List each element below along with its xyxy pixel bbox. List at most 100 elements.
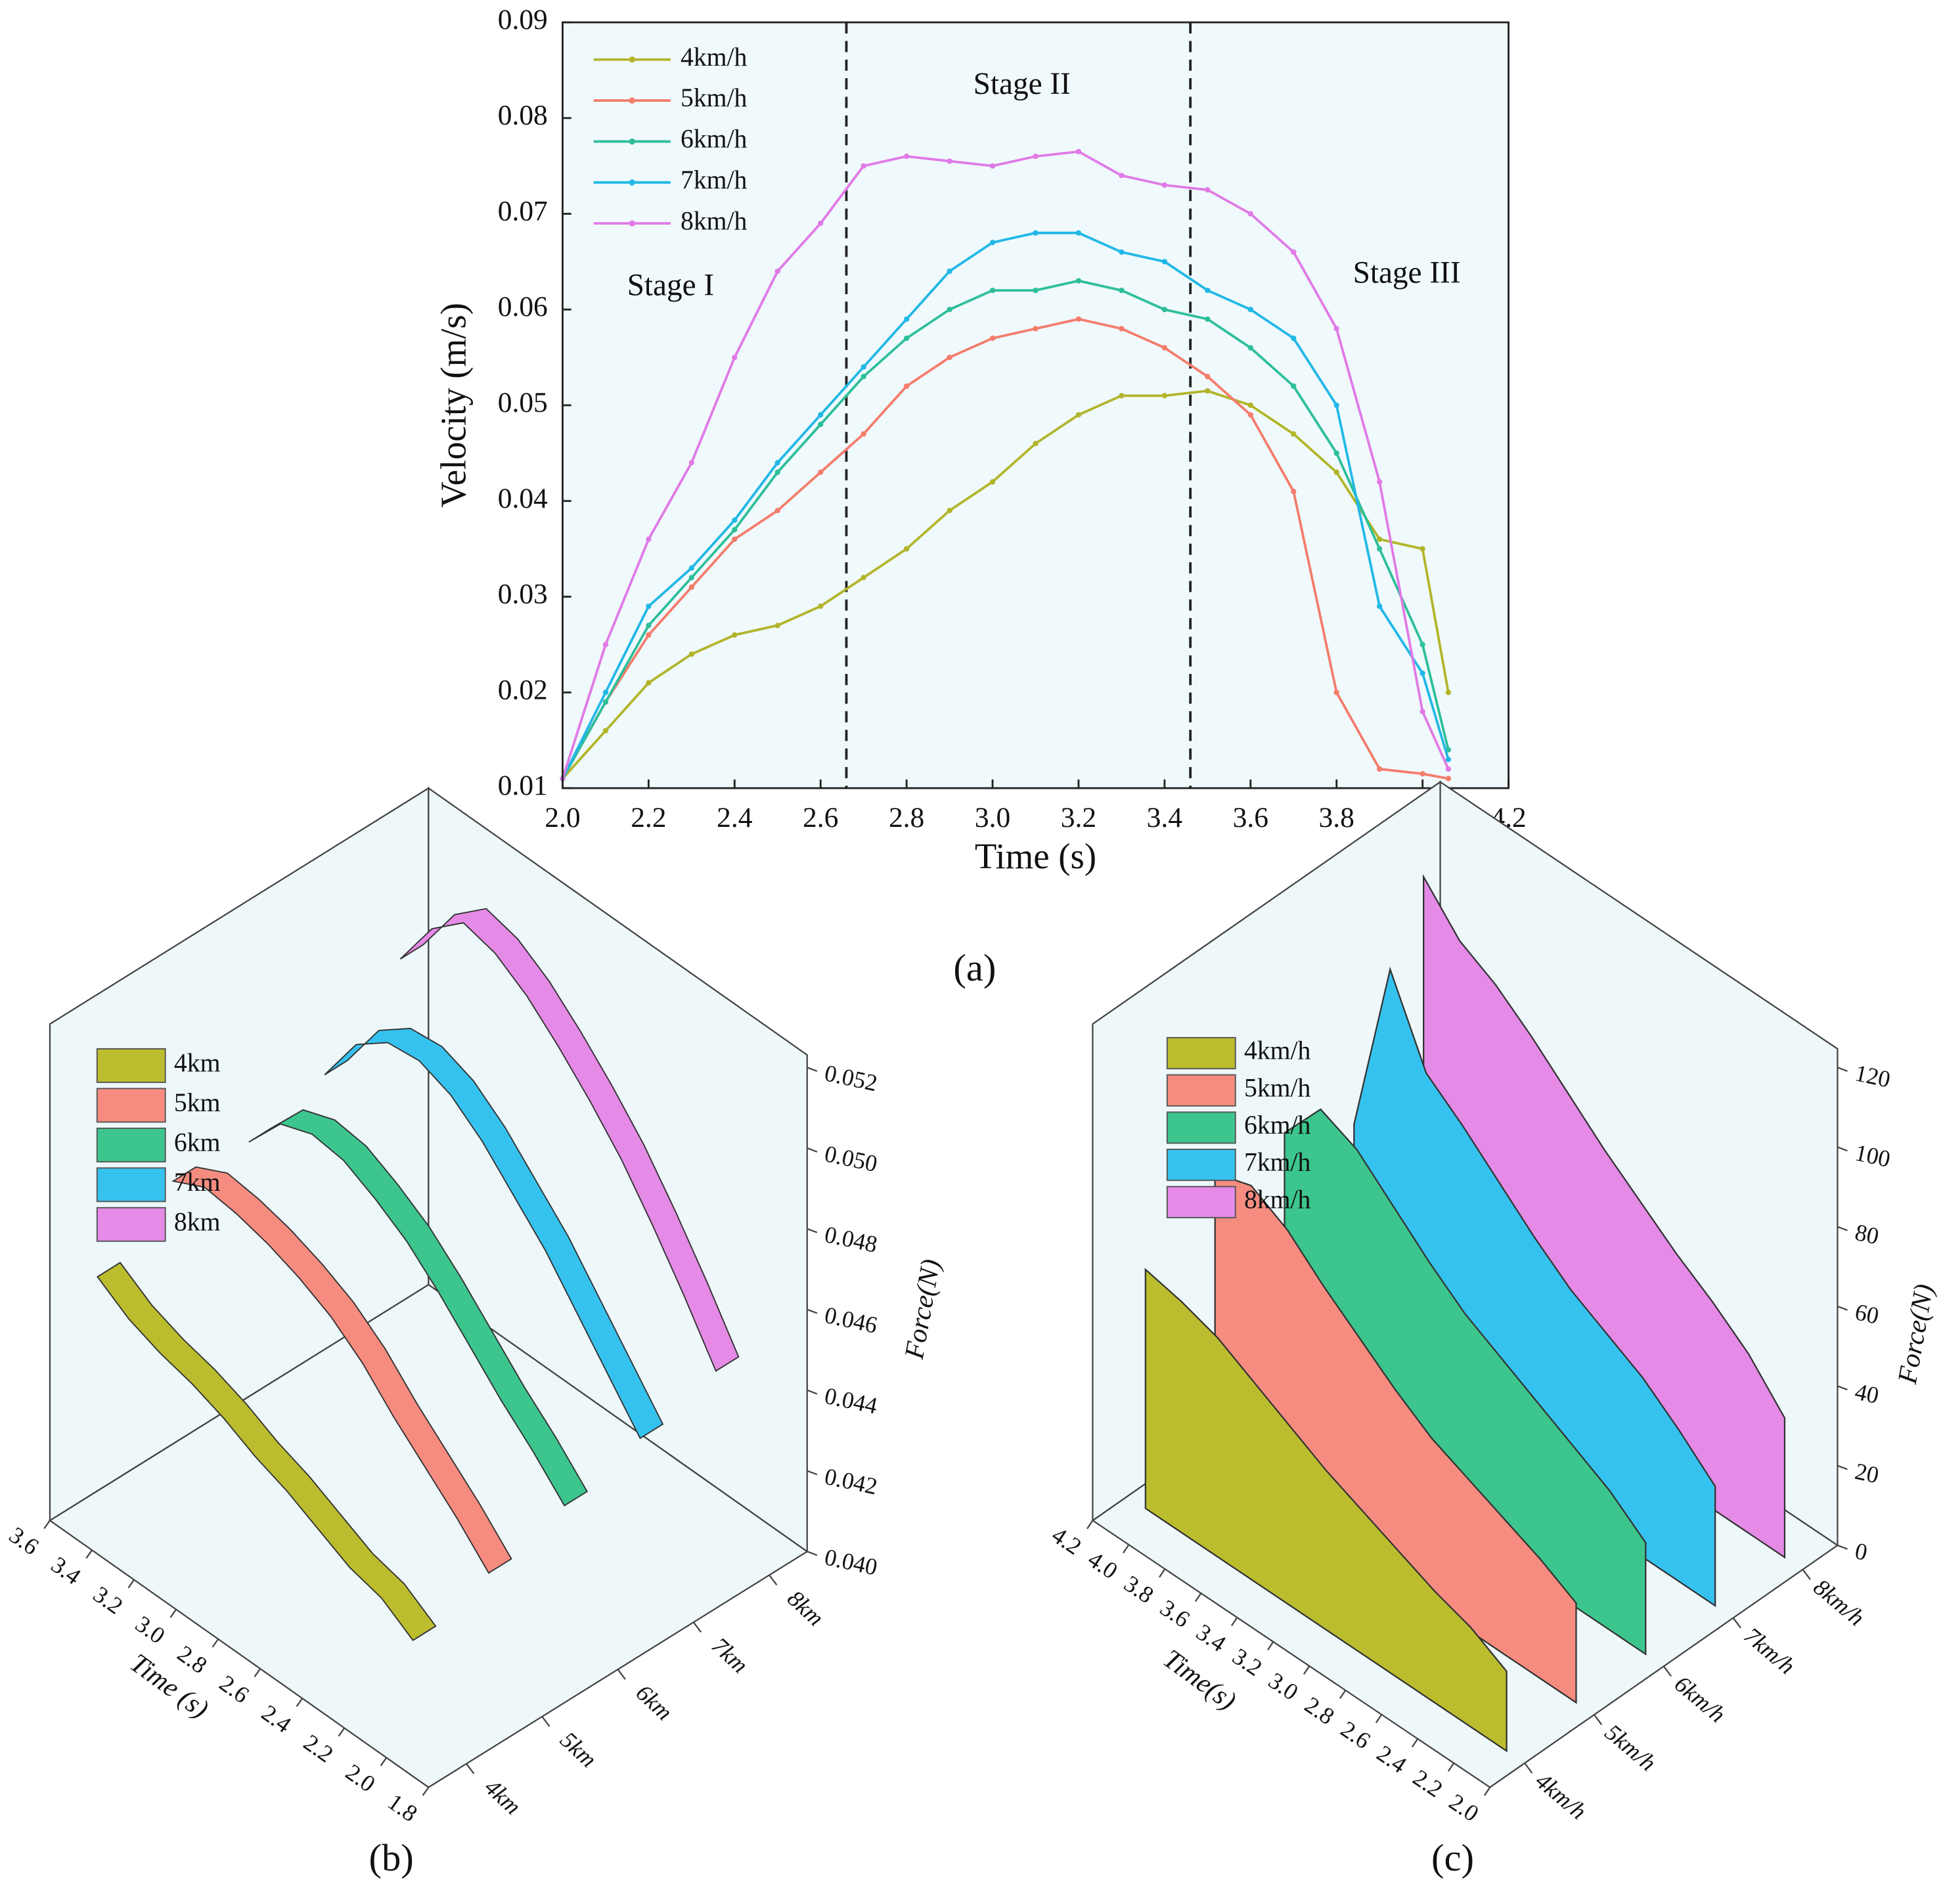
series-point [646,536,652,542]
x-tick-label: 3.2 [1228,1643,1267,1681]
legend-swatch [1166,1074,1236,1107]
x-tick [1123,1544,1130,1554]
y-tick [1837,1067,1848,1072]
legend-swatch [96,1207,166,1242]
y-tick [1837,1146,1848,1152]
series-point [646,680,652,686]
series-point [1291,335,1297,342]
legend-marker [629,220,636,227]
series-point [989,335,996,342]
series-point [1033,230,1039,236]
series-point [1420,670,1425,676]
x-tick-label: 2.8 [1300,1691,1339,1729]
legend-label: 5km/h [681,83,748,112]
x-tick-label: 3.0 [975,802,1010,833]
series-point [1247,345,1253,351]
series-point [818,469,824,476]
y-tick-label: 80 [1852,1219,1881,1250]
x-tick [1159,1568,1166,1578]
category-tick [1802,1569,1811,1580]
series-line [562,389,1450,780]
series-point [1119,287,1125,294]
legend-label: 7km [174,1168,221,1197]
y-tick-label: 0.09 [498,4,548,35]
series-point [1247,412,1253,418]
x-tick-label: 2.6 [215,1670,254,1708]
x-tick-label: 3.6 [5,1522,44,1561]
x-tick-label: 3.2 [1061,802,1096,833]
y-tick-label: 0.07 [498,195,548,227]
series-point [774,508,780,514]
series-point [1161,345,1168,351]
y-tick-label: 0.044 [822,1383,880,1419]
series-point [1119,393,1125,399]
series-line [561,279,1450,780]
legend-label: 4km/h [1244,1036,1311,1065]
series-point [1205,388,1211,394]
x-tick-label: 2.0 [545,802,580,833]
y-tick-label: 0.052 [822,1059,880,1096]
category-label: 7km/h [1739,1622,1800,1679]
series-point [1420,642,1425,648]
series-point [1119,249,1125,255]
category-tick [1732,1617,1741,1629]
x-tick-label: 2.2 [299,1729,338,1768]
y-tick-label: 0.048 [822,1221,880,1258]
series-point [903,316,910,322]
series-point [818,422,824,428]
series-point [903,335,910,342]
x-tick [1230,1617,1238,1626]
y-tick-label: 0.02 [498,674,548,705]
series-point [1445,766,1452,772]
y-tick [1837,1226,1848,1231]
y-tick-label: 0.046 [822,1302,880,1339]
x-tick-label: 3.6 [1155,1595,1195,1633]
series-line [561,317,1449,780]
series-point [989,163,996,169]
series-point [688,651,694,657]
y-tick [807,1389,818,1395]
x-tick [1086,1520,1094,1530]
series-point [818,220,824,227]
x-tick [1447,1762,1455,1772]
x-tick-label: 2.4 [717,802,753,833]
series-point [989,287,996,294]
series-point [602,690,609,696]
series-point [989,240,996,246]
category-label: 8km [782,1585,829,1631]
category-label: 4km/h [1531,1767,1592,1825]
legend-swatch [96,1127,166,1162]
x-tick-label: 3.6 [1233,802,1268,833]
legend-swatch [1166,1149,1236,1182]
y-axis-title: Velocity (m/s) [433,303,473,508]
series-point [688,565,694,571]
caption: (c) [1431,1836,1474,1879]
series-point [1075,278,1082,284]
series-point [861,364,866,370]
x-tick-label: 2.4 [257,1700,296,1738]
series-point [774,460,780,466]
series-point [1376,766,1383,772]
x-tick [422,1786,430,1796]
legend-marker [629,179,636,186]
series-point [1376,603,1383,609]
legend-label: 7km/h [1244,1148,1311,1177]
x-tick [1303,1666,1310,1675]
category-label: 7km [707,1632,753,1678]
x-tick-label: 2.6 [1336,1716,1376,1754]
series-point [602,728,609,734]
series-point [1291,431,1297,437]
x-tick-label: 3.8 [1119,1570,1159,1608]
legend-label: 7km/h [681,166,748,194]
series-point [774,623,780,629]
y-tick [1837,1465,1848,1471]
y-tick [807,1147,818,1153]
category-tick [1524,1762,1533,1774]
legend-label: 6km/h [1244,1111,1311,1140]
series-point [1033,153,1039,160]
y-tick [807,1067,818,1072]
x-tick-label: 4.2 [1047,1522,1086,1560]
series-point [688,584,694,590]
series-point [1205,187,1211,193]
series-point [861,431,866,437]
